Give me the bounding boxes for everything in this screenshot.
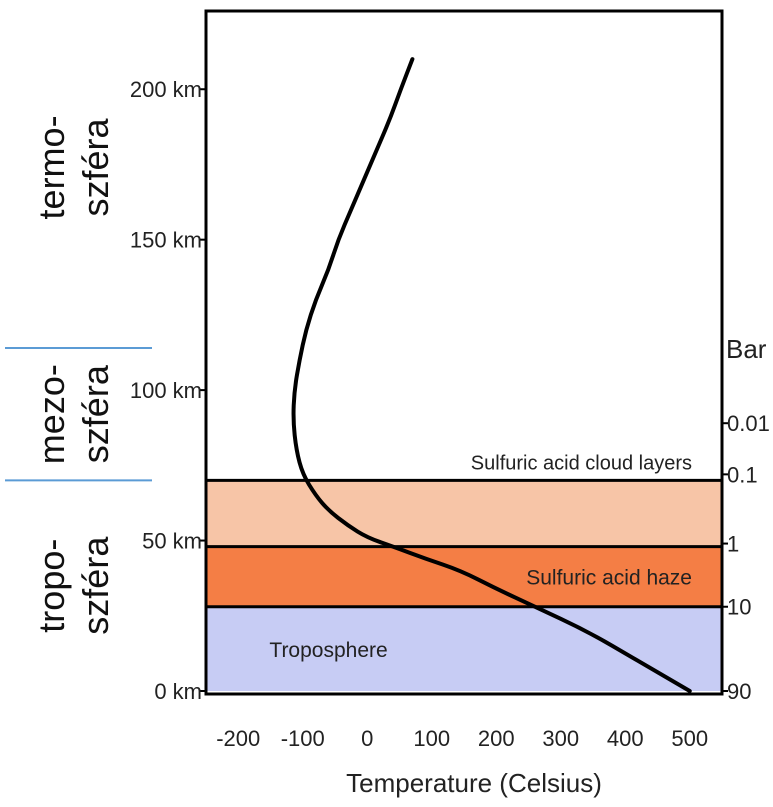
y-tick-label-1: 50 km [142, 529, 202, 554]
temperature-profile [291, 57, 692, 693]
pressure-tick-label-0: 90 [727, 679, 751, 704]
region-label-1: mezo-szféra [31, 364, 116, 464]
region-line1-2: tropo- [31, 539, 72, 633]
pressure-tick-label-2: 1 [727, 532, 739, 557]
y-tick-label-4: 200 km [130, 77, 202, 102]
x-axis-title: Temperature (Celsius) [346, 768, 602, 798]
band-2 [206, 480, 722, 547]
x-tick-label-3: 100 [413, 726, 450, 751]
region-line2-0: szféra [75, 117, 116, 216]
x-tick-label-0: -200 [216, 726, 260, 751]
x-tick-label-4: 200 [478, 726, 515, 751]
region-line2-1: szféra [75, 364, 116, 463]
temperature-axis: -200 -100 0 100 200 300 400 500 [216, 726, 708, 751]
atmosphere-bands: Troposphere Sulfuric acid haze [206, 480, 722, 691]
altitude-axis: 0 km 50 km 100 km 150 km 200 km [130, 77, 206, 704]
x-tick-label-6: 400 [607, 726, 644, 751]
x-tick-label-1: -100 [281, 726, 325, 751]
temperature-line [291, 57, 692, 693]
x-tick-label-7: 500 [671, 726, 708, 751]
y-tick-label-2: 100 km [130, 378, 202, 403]
pressure-axis-title: Bar [726, 334, 767, 364]
pressure-tick-label-3: 0.1 [727, 462, 758, 487]
band-label-0: Troposphere [269, 639, 387, 662]
band-boundaries [206, 478, 722, 609]
pressure-axis: 90 10 1 0.1 0.01 [722, 411, 770, 704]
region-line2-2: szféra [75, 536, 116, 635]
pressure-tick-label-1: 10 [727, 595, 751, 620]
band-0 [206, 606, 722, 691]
band-label-1: Sulfuric acid haze [526, 567, 692, 590]
band-1 [206, 546, 722, 607]
cloud-layers-label: Sulfuric acid cloud layers [471, 452, 692, 474]
y-tick-label-3: 150 km [130, 228, 202, 253]
region-line1-1: mezo- [31, 364, 72, 464]
region-label-2: tropo-szféra [31, 536, 116, 635]
y-tick-label-0: 0 km [154, 679, 202, 704]
region-label-0: termo-szféra [31, 115, 116, 219]
x-tick-label-5: 300 [542, 726, 579, 751]
x-tick-label-2: 0 [361, 726, 373, 751]
region-line1-0: termo- [31, 115, 72, 219]
plot-frame [204, 9, 724, 696]
pressure-tick-label-4: 0.01 [727, 411, 770, 436]
